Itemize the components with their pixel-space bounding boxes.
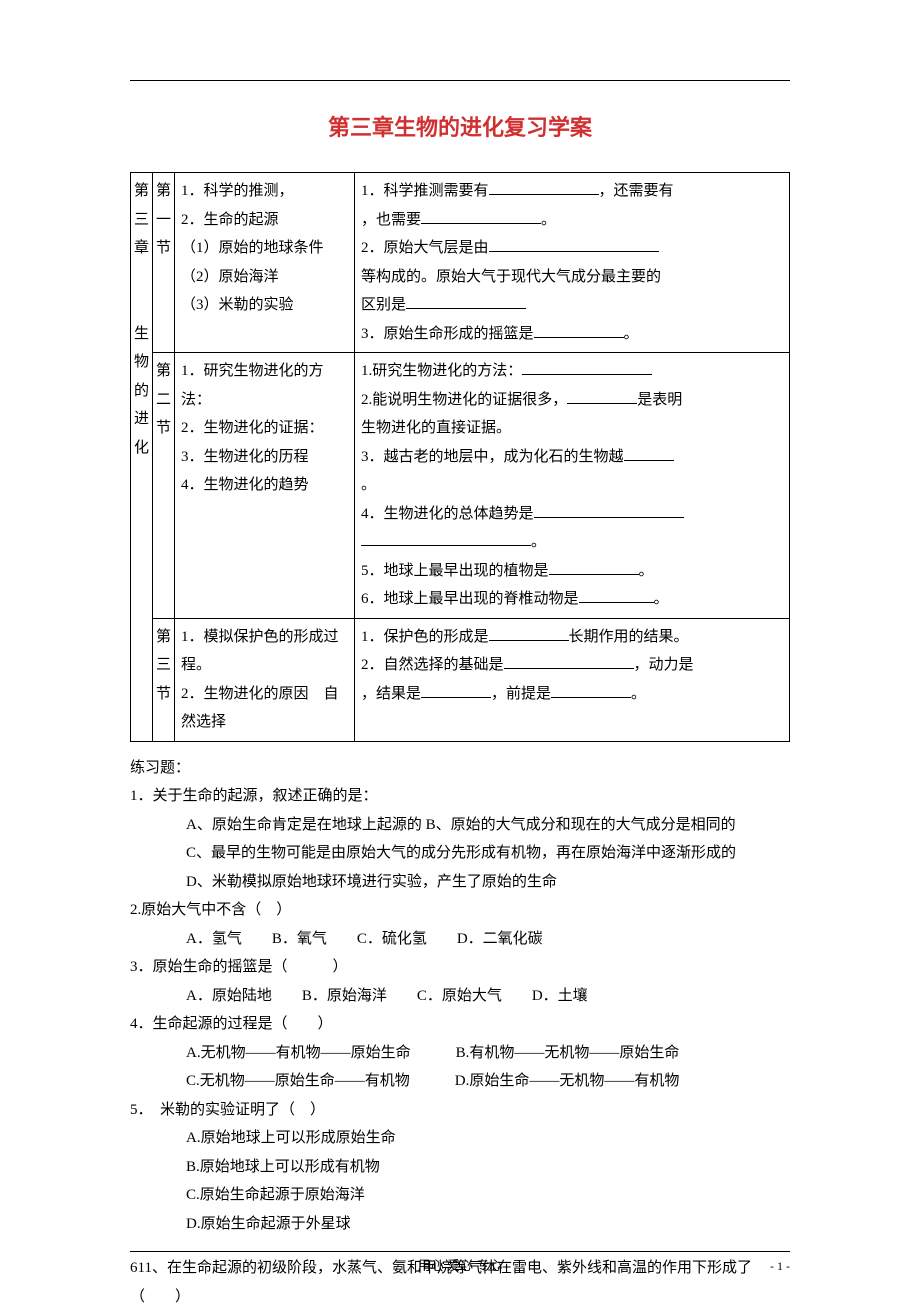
outline-table: 第三章 生物的进化 第一节 1．科学的推测，2．生命的起源（1）原始的地球条件（… — [130, 172, 790, 742]
exercises: 练习题： 1．关于生命的起源，叙述正确的是：A、原始生命肯定是在地球上起源的 B… — [130, 754, 790, 1311]
questions-container: 1．关于生命的起源，叙述正确的是：A、原始生命肯定是在地球上起源的 B、原始的大… — [130, 782, 790, 1238]
question-option: B.原始地球上可以形成有机物 — [130, 1153, 790, 1182]
section2-right: 1.研究生物进化的方法：2.能说明生物进化的证据很多，是表明生物进化的直接证据。… — [355, 353, 790, 619]
footer-rule — [130, 1251, 790, 1252]
question-option: A．原始陆地 B．原始海洋 C．原始大气 D．土壤 — [130, 982, 790, 1011]
question-option: A．氢气 B．氧气 C．硫化氢 D．二氧化碳 — [130, 925, 790, 954]
question-stem: 5． 米勒的实验证明了（ ） — [130, 1096, 790, 1125]
question-stem: 2.原始大气中不含（ ） — [130, 896, 790, 925]
page-title: 第三章生物的进化复习学案 — [130, 110, 790, 142]
question-stem: 4．生命起源的过程是（ ） — [130, 1010, 790, 1039]
question-option: C.原始生命起源于原始海洋 — [130, 1181, 790, 1210]
section3-left: 1．模拟保护色的形成过程。2．生物进化的原因 自然选择 — [175, 618, 355, 741]
chapter-col: 第三章 生物的进化 — [131, 173, 153, 742]
question-stem: 3．原始生命的摇篮是（ ） — [130, 953, 790, 982]
section1-left: 1．科学的推测，2．生命的起源（1）原始的地球条件（2）原始海洋（3）米勒的实验 — [175, 173, 355, 353]
question-option: A、原始生命肯定是在地球上起源的 B、原始的大气成分和现在的大气成分是相同的 — [130, 811, 790, 840]
question-option: C.无机物——原始生命——有机物 D.原始生命——无机物——有机物 — [130, 1067, 790, 1096]
section1-label: 第一节 — [153, 173, 175, 353]
page-number: - 1 - — [770, 1259, 790, 1274]
header-rule — [130, 80, 790, 81]
question-option: C、最早的生物可能是由原始大气的成分先形成有机物，再在原始海洋中逐渐形成的 — [130, 839, 790, 868]
section3-label: 第三节 — [153, 618, 175, 741]
question-stem: 1．关于生命的起源，叙述正确的是： — [130, 782, 790, 811]
question-option: D.原始生命起源于外星球 — [130, 1210, 790, 1239]
section2-label: 第二节 — [153, 353, 175, 619]
exercises-header: 练习题： — [130, 754, 790, 783]
question-option: A.无机物——有机物——原始生命 B.有机物——无机物——原始生命 — [130, 1039, 790, 1068]
question-option: D、米勒模拟原始地球环境进行实验，产生了原始的生命 — [130, 868, 790, 897]
page-content: 第三章生物的进化复习学案 第三章 生物的进化 第一节 1．科学的推测，2．生命的… — [0, 0, 920, 1311]
section1-right: 1．科学推测需要有，还需要有，也需要。2．原始大气层是由等构成的。原始大气于现代… — [355, 173, 790, 353]
section3-right: 1．保护色的形成是长期作用的结果。2．自然选择的基础是，动力是，结果是，前提是。 — [355, 618, 790, 741]
question-option: A.原始地球上可以形成原始生命 — [130, 1124, 790, 1153]
section2-left: 1．研究生物进化的方法：2．生物进化的证据：3．生物进化的历程4．生物进化的趋势 — [175, 353, 355, 619]
